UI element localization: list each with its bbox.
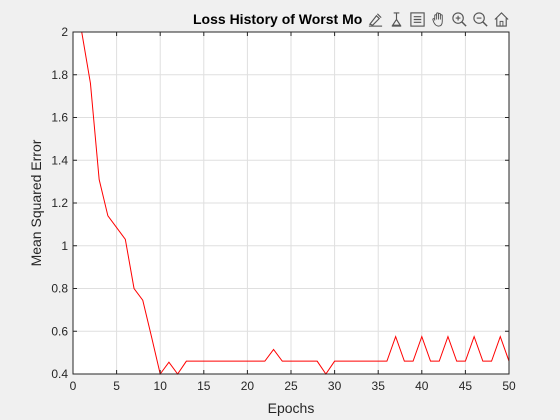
chart-title: Loss History of Worst Mo	[193, 11, 362, 27]
y-ticks: 0.4 0.6 0.8 1 1.2 1.4 1.6 1.8 2	[51, 25, 509, 381]
zoom-out-button[interactable]	[471, 9, 489, 29]
y-tick-label: 1.8	[51, 68, 68, 82]
x-tick-label: 25	[284, 379, 298, 393]
zoom-in-icon	[451, 11, 467, 27]
zoom-out-icon	[472, 11, 488, 27]
pan-icon	[431, 11, 443, 27]
y-tick-label: 0.8	[51, 282, 68, 296]
y-tick-label: 0.6	[51, 324, 68, 338]
axes-toolbar	[366, 8, 510, 30]
legend-button[interactable]	[408, 9, 426, 29]
y-tick-label: 1.4	[51, 153, 68, 167]
y-axis-label: Mean Squared Error	[28, 139, 44, 266]
data-cursor-button[interactable]	[387, 9, 405, 29]
x-tick-label: 30	[328, 379, 342, 393]
data-cursor-icon	[391, 11, 401, 27]
x-tick-label: 5	[113, 379, 120, 393]
x-axis-label: Epochs	[268, 400, 315, 416]
pan-button[interactable]	[429, 9, 447, 29]
x-tick-label: 50	[502, 379, 516, 393]
x-tick-label: 0	[70, 379, 77, 393]
x-tick-label: 10	[154, 379, 168, 393]
y-tick-label: 1.6	[51, 111, 68, 125]
x-tick-label: 35	[372, 379, 386, 393]
x-tick-label: 20	[241, 379, 255, 393]
x-tick-label: 15	[197, 379, 211, 393]
home-button[interactable]	[492, 9, 510, 29]
zoom-in-button[interactable]	[450, 9, 468, 29]
loss-series-line	[81, 31, 510, 376]
home-icon	[493, 11, 509, 27]
y-tick-label: 1	[61, 239, 68, 253]
x-ticks: 0 5 10 15 20 25 30 35 40 45 50	[70, 32, 516, 393]
y-tick-label: 2	[61, 25, 68, 39]
x-tick-label: 45	[459, 379, 473, 393]
brush-button[interactable]	[366, 9, 384, 29]
series-layer	[81, 31, 510, 376]
y-tick-label: 1.2	[51, 196, 68, 210]
y-tick-label: 0.4	[51, 367, 68, 381]
brush-icon	[368, 12, 382, 27]
x-tick-label: 40	[415, 379, 429, 393]
legend-icon	[409, 11, 425, 27]
